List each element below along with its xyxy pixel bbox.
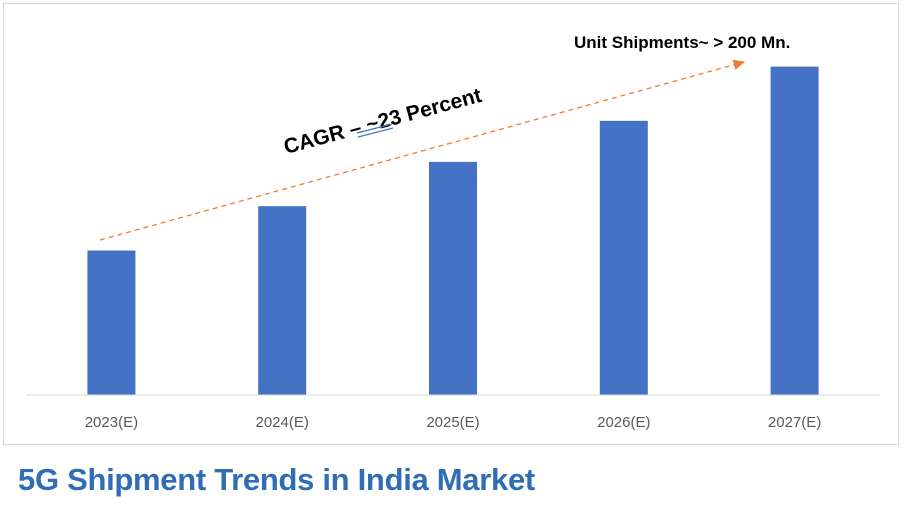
bar-chart: 2023(E) 2024(E) 2025(E) 2026(E) 2027(E) CAGR… <box>26 33 880 431</box>
bar-2023(E) <box>87 250 136 395</box>
shipments-annotation: Unit Shipments~ > 200 Mn. <box>574 33 790 52</box>
x-tick-label: 2023(E) <box>85 414 138 431</box>
trend-arrow <box>99 59 746 241</box>
bar-2026(E) <box>599 120 648 396</box>
chart-caption: 5G Shipment Trends in India Market <box>18 462 535 497</box>
bars-layer <box>87 66 819 396</box>
cagr-annotation: CAGR – ~23 Percent <box>281 84 484 159</box>
cagr-underline <box>356 123 394 138</box>
x-tick-label: 2027(E) <box>768 414 821 431</box>
bar-2027(E) <box>770 66 819 396</box>
bar-2025(E) <box>429 161 477 395</box>
x-tick-label: 2026(E) <box>597 414 650 431</box>
bar-2024(E) <box>258 206 307 395</box>
x-tick-label: 2024(E) <box>256 414 309 431</box>
x-tick-label: 2025(E) <box>426 414 479 431</box>
x-tick-labels: 2023(E) 2024(E) 2025(E) 2026(E) 2027(E) <box>85 414 822 431</box>
